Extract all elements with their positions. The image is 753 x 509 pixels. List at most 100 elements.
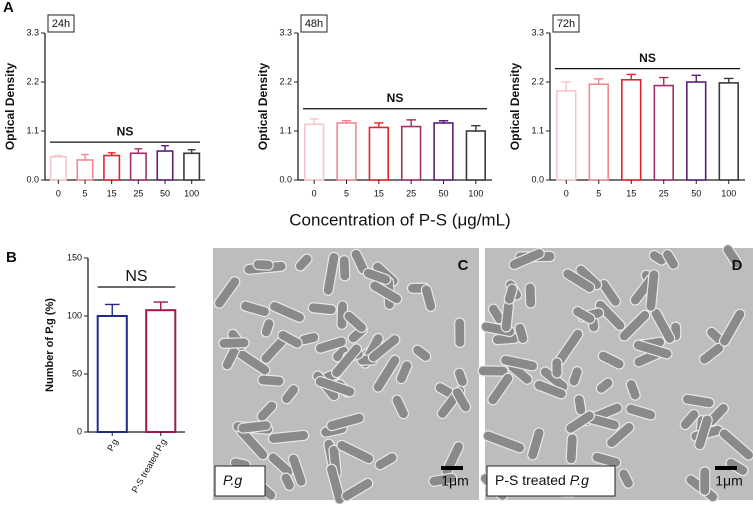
bacterium <box>343 310 368 334</box>
bacterium <box>314 375 356 398</box>
bacterium <box>322 251 340 296</box>
bacterium <box>591 451 622 469</box>
bacterium <box>605 421 635 449</box>
x-tick-label: 0 <box>564 188 569 198</box>
error-bar <box>104 303 120 316</box>
bar <box>556 90 577 181</box>
x-axis-label: Concentration of P-S (μg/mL) <box>289 210 510 229</box>
x-tick-label: 0 <box>312 188 317 198</box>
bacterium <box>527 427 545 461</box>
bacterium <box>514 322 529 345</box>
bacterium <box>336 439 375 465</box>
bacterium <box>267 452 294 478</box>
y-tick-label: 2.2 <box>26 76 39 86</box>
bacterium <box>326 412 365 432</box>
image-background <box>213 248 479 500</box>
bar <box>588 83 609 181</box>
bacterium <box>503 283 518 305</box>
error-bar <box>724 77 734 83</box>
bacterium <box>699 466 711 496</box>
title-box <box>47 14 75 33</box>
bar <box>336 122 357 181</box>
y-tick-label: 2.2 <box>531 76 544 86</box>
bacterium <box>307 302 337 316</box>
bar <box>433 122 454 181</box>
scale-bar-label: 1μm <box>715 473 743 489</box>
bacterium <box>277 329 303 349</box>
micrograph <box>213 248 479 505</box>
bar <box>400 125 422 181</box>
bacterium <box>618 309 651 342</box>
bar <box>49 156 67 181</box>
bacterium <box>648 249 668 266</box>
error-bar <box>561 81 571 91</box>
bacterium <box>595 377 614 394</box>
bacterium <box>661 248 680 270</box>
x-tick-label: P-S treated P.g <box>130 437 169 494</box>
error-bar <box>594 78 604 85</box>
y-tick-label: 100 <box>67 310 82 320</box>
bar <box>621 78 642 181</box>
bacterium <box>239 300 271 318</box>
caption-part: P-S treated <box>495 472 570 488</box>
bacterium <box>477 365 509 377</box>
y-tick-label: 0.0 <box>531 174 544 184</box>
title-box <box>300 14 328 33</box>
bacterium <box>718 428 753 461</box>
bacterium <box>338 255 351 282</box>
title-box <box>552 14 580 33</box>
x-tick-label: 25 <box>406 188 416 198</box>
bacterium <box>412 344 432 362</box>
bar <box>156 150 174 181</box>
bacterium <box>679 408 700 431</box>
chart-title: 48h <box>305 18 323 30</box>
x-tick-label: 50 <box>438 188 448 198</box>
bacterium <box>331 343 363 379</box>
bacterium <box>632 339 673 360</box>
error-bar <box>626 73 636 80</box>
bacterium <box>551 357 563 379</box>
bacterium <box>487 372 514 406</box>
error-bar <box>161 145 169 152</box>
bacterium <box>718 308 746 347</box>
bacterium <box>533 379 567 400</box>
annotation: NS <box>387 91 404 105</box>
x-tick-label: 100 <box>721 188 736 198</box>
annotation: NS <box>639 51 656 65</box>
bar <box>718 82 739 181</box>
bacterium <box>341 477 374 502</box>
bar <box>465 130 487 181</box>
bacterium <box>625 403 657 421</box>
bacterium <box>281 384 300 405</box>
chart-title: 72h <box>557 18 575 30</box>
x-tick-label: 15 <box>107 188 117 198</box>
bacterium <box>267 429 310 445</box>
bacterium <box>508 247 545 271</box>
x-tick-label: 50 <box>691 188 701 198</box>
x-tick-label: 100 <box>184 188 199 198</box>
y-tick-label: 0.0 <box>26 174 39 184</box>
bar <box>129 152 147 181</box>
bacterium <box>597 350 625 370</box>
error-bar <box>107 152 116 156</box>
y-tick-label: 150 <box>67 252 82 262</box>
error-bar <box>471 124 481 131</box>
bacterium <box>453 367 468 388</box>
y-tick-label: 3.3 <box>279 27 292 37</box>
bacterium <box>568 366 583 387</box>
chart-title: 24h <box>52 18 70 30</box>
error-bar <box>54 154 63 157</box>
x-tick-label: 5 <box>596 188 601 198</box>
panel-label: D <box>732 257 743 274</box>
x-tick-label: 15 <box>374 188 384 198</box>
error-bar <box>341 120 352 123</box>
bacterium <box>681 393 715 409</box>
y-tick-label: 3.3 <box>531 27 544 37</box>
bacterium <box>499 354 539 372</box>
micrograph <box>477 244 753 503</box>
error-bar <box>659 76 669 86</box>
error-bar <box>81 153 89 160</box>
bacterium <box>268 300 306 323</box>
error-bar <box>187 149 196 154</box>
bacterium <box>694 414 713 451</box>
